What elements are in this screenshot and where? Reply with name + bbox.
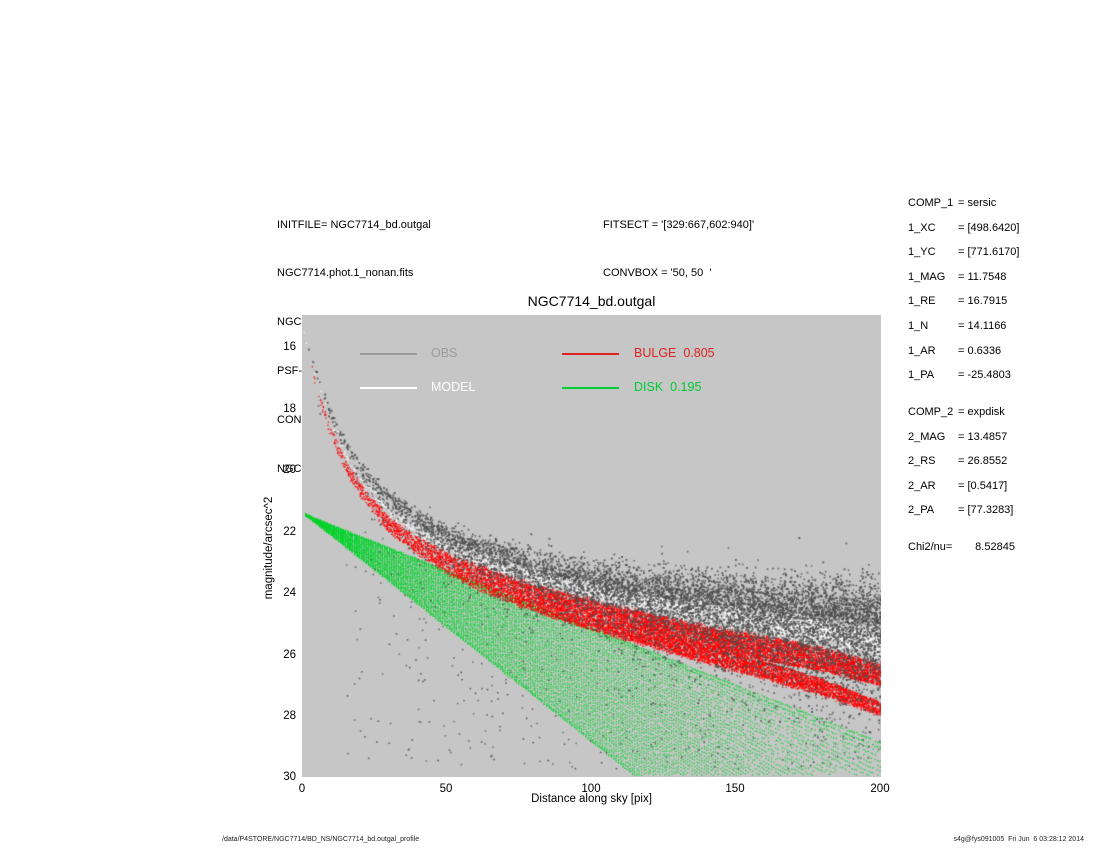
param-value: = [77.3283]: [958, 504, 1014, 517]
param-name: 1_MAG: [908, 270, 946, 283]
param-name: 2_RS: [908, 455, 936, 468]
param-name: 1_N: [908, 319, 929, 332]
param-row: 1_N = 14.1166: [908, 314, 1019, 339]
param-value: = expdisk: [958, 406, 1005, 418]
params-panel-comp1: COMP_1 = sersic 1_XC = [498.6420] 1_YC = [7…: [908, 191, 1019, 388]
legend-bulge-label: BULGE 0.805: [634, 346, 715, 360]
legend-obs-label: OBS: [431, 346, 458, 360]
profile-plot-canvas: [302, 315, 881, 777]
param-row: 1_YC = [771.6170]: [908, 240, 1019, 265]
param-value: 8.52845: [966, 541, 1015, 553]
header-line: INITFILE= NGC7714_bd.outgal: [277, 218, 431, 231]
legend-bulge-swatch: [562, 353, 619, 355]
param-value: = [498.6420]: [958, 221, 1020, 234]
param-value: = 26.8552: [958, 455, 1008, 468]
param-value: = -25.4803: [958, 369, 1011, 382]
y-tick-label: 22: [283, 526, 296, 538]
y-tick-label: 28: [283, 710, 296, 722]
param-row: 1_PA = -25.4803: [908, 363, 1019, 388]
param-row: Chi2/nu= 8.52845: [908, 535, 1015, 560]
y-tick-label: 16: [283, 341, 296, 353]
params-panel-comp2: COMP_2 = expdisk 2_MAG = 13.4857 2_RS = 26.…: [908, 400, 1013, 523]
param-name: 1_YC: [908, 246, 936, 259]
footer-path: /data/P4STORE/NGC7714/BD_NS/NGC7714_bd.o…: [222, 836, 420, 843]
x-tick-label: 50: [439, 783, 453, 795]
param-value: = sersic: [958, 197, 997, 209]
legend-model-label: MODEL: [431, 380, 476, 394]
param-value: = 16.7915: [958, 295, 1008, 308]
header-line: NGC7714.phot.1_nonan.fits: [277, 267, 414, 280]
param-value: = [771.6170]: [958, 246, 1020, 259]
plot-title: NGC7714_bd.outgal: [527, 293, 656, 309]
param-row: 2_RS = 26.8552: [908, 449, 1013, 474]
y-tick-label: 30: [283, 771, 296, 783]
param-name: 2_PA: [908, 504, 935, 517]
param-name: 1_XC: [908, 221, 936, 234]
param-name: Chi2/nu=: [908, 541, 953, 553]
param-value: = 14.1166: [958, 319, 1007, 332]
param-row: 2_AR = [0.5417]: [908, 474, 1013, 499]
legend-obs-swatch: [360, 353, 417, 355]
y-tick-label: 20: [283, 464, 296, 476]
legend-disk-label: DISK 0.195: [634, 380, 702, 394]
param-row: 1_AR = 0.6336: [908, 339, 1019, 364]
y-tick-label: 26: [283, 649, 296, 661]
param-value: = 13.4857: [958, 430, 1008, 443]
param-name: COMP_1: [908, 197, 954, 209]
param-name: 2_MAG: [908, 430, 946, 443]
param-row: 1_RE = 16.7915: [908, 289, 1019, 314]
x-tick-label: 100: [581, 783, 601, 795]
legend-model-swatch: [360, 387, 417, 389]
x-axis-label: Distance along sky [pix]: [531, 793, 652, 805]
param-row: 2_PA = [77.3283]: [908, 498, 1013, 523]
param-name: 1_RE: [908, 295, 936, 308]
param-row: 2_MAG = 13.4857: [908, 425, 1013, 450]
param-name: 2_AR: [908, 479, 936, 492]
param-name: 1_PA: [908, 369, 935, 382]
param-row: 1_XC = [498.6420]: [908, 216, 1019, 241]
header-line: CONVBOX = '50, 50 ': [603, 267, 712, 280]
header-line: FITSECT = '[329:667,602:940]': [603, 218, 755, 231]
x-tick-label: 200: [870, 783, 890, 795]
y-axis-label: magnitude/arcsec^2: [263, 496, 275, 600]
param-value: = [0.5417]: [958, 479, 1008, 492]
param-name: COMP_2: [908, 406, 954, 418]
x-tick-label: 150: [725, 783, 745, 795]
y-tick-label: 18: [283, 403, 296, 415]
param-name: 1_AR: [908, 344, 936, 357]
params-panel-chi: Chi2/nu= 8.52845: [908, 535, 1015, 560]
x-tick-label: 0: [298, 783, 306, 795]
y-tick-label: 24: [283, 587, 296, 599]
param-row: COMP_2 = expdisk: [908, 400, 1013, 425]
param-row: COMP_1 = sersic: [908, 191, 1019, 216]
param-value: = 11.7548: [958, 270, 1007, 283]
footer-signature: s4g@fys091005 Fri Jun 6 03:28:12 2014: [953, 836, 1084, 843]
legend-disk-swatch: [562, 387, 619, 389]
param-row: 1_MAG = 11.7548: [908, 265, 1019, 290]
param-value: = 0.6336: [958, 344, 1002, 357]
